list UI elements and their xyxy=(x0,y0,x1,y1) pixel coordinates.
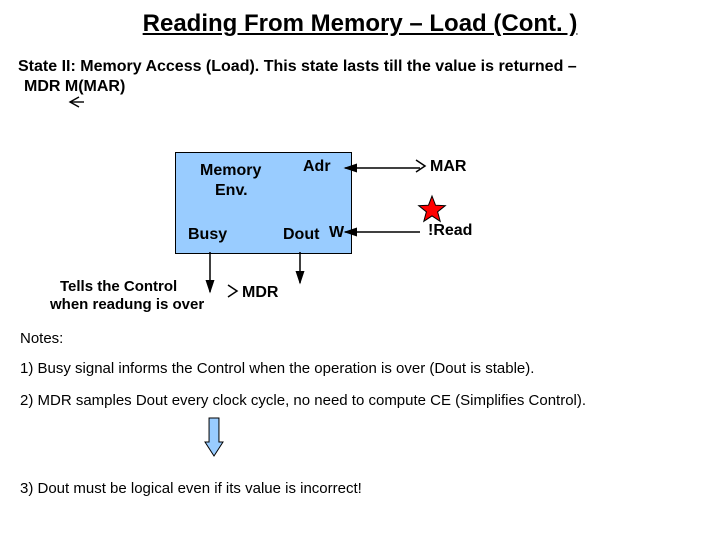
adr-label: Adr xyxy=(303,158,331,176)
w-label: W xyxy=(329,224,344,242)
note-3: 3) Dout must be logical even if its valu… xyxy=(20,480,362,497)
tells-control-line1: Tells the Control xyxy=(60,278,177,295)
nread-label: !Read xyxy=(428,222,472,240)
tells-control-line2: when readung is over xyxy=(50,296,204,313)
note-1: 1) Busy signal informs the Control when … xyxy=(20,360,534,377)
notes-header: Notes: xyxy=(20,330,63,347)
memory-env-label-2: Env. xyxy=(215,182,248,200)
state-description-line1: State II: Memory Access (Load). This sta… xyxy=(18,58,577,76)
mdr-label: MDR xyxy=(242,284,278,302)
busy-label: Busy xyxy=(188,226,227,244)
note-2: 2) MDR samples Dout every clock cycle, n… xyxy=(20,392,586,409)
mar-label: MAR xyxy=(430,158,466,176)
state-description-line2: MDR M(MAR) xyxy=(24,78,125,96)
dout-label: Dout xyxy=(283,226,319,244)
page-title: Reading From Memory – Load (Cont. ) xyxy=(0,10,720,38)
memory-env-label-1: Memory xyxy=(200,162,261,180)
